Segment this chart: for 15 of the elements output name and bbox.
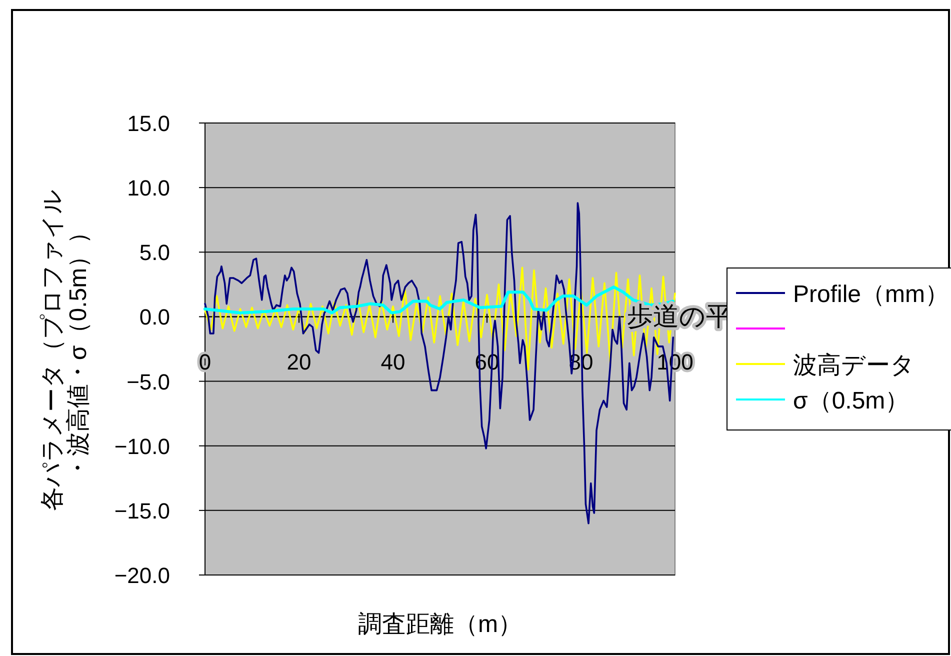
y-tick-label: −10.0 [114, 434, 170, 459]
legend-label: σ（0.5m） [793, 388, 910, 414]
y-tick-label: 10.0 [127, 176, 170, 201]
legend-label: Profile（mm） [793, 281, 950, 308]
legend-label: 波高データ [793, 352, 915, 379]
y-tick-label: −15.0 [114, 498, 170, 524]
x-tick-label: 40 [380, 350, 406, 375]
x-axis-title: 調査距離（m） [358, 611, 522, 638]
x-tick-label: 20 [286, 350, 312, 375]
y-tick-label: 5.0 [139, 240, 170, 266]
y-tick-label: 15.0 [127, 111, 170, 136]
y-tick-label: 0.0 [139, 304, 170, 330]
y-tick-label: −5.0 [126, 369, 170, 394]
y-tick-label: −20.0 [114, 563, 170, 588]
y-axis-title: 各パラメータ（プロファイル・波高値・σ（0.5m）） [39, 189, 92, 511]
